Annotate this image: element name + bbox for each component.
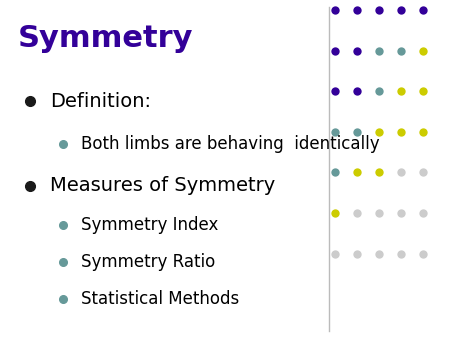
Text: Definition:: Definition: xyxy=(50,92,151,111)
Text: Measures of Symmetry: Measures of Symmetry xyxy=(50,176,275,195)
Text: Both limbs are behaving  identically: Both limbs are behaving identically xyxy=(81,135,379,153)
Text: Statistical Methods: Statistical Methods xyxy=(81,290,239,308)
Text: Symmetry Index: Symmetry Index xyxy=(81,216,218,234)
Text: Symmetry Ratio: Symmetry Ratio xyxy=(81,253,215,271)
Text: Symmetry: Symmetry xyxy=(18,24,193,53)
